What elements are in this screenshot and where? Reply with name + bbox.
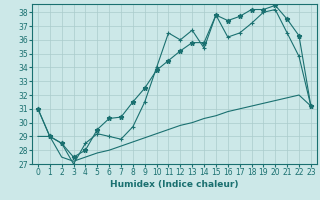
X-axis label: Humidex (Indice chaleur): Humidex (Indice chaleur) (110, 180, 239, 189)
